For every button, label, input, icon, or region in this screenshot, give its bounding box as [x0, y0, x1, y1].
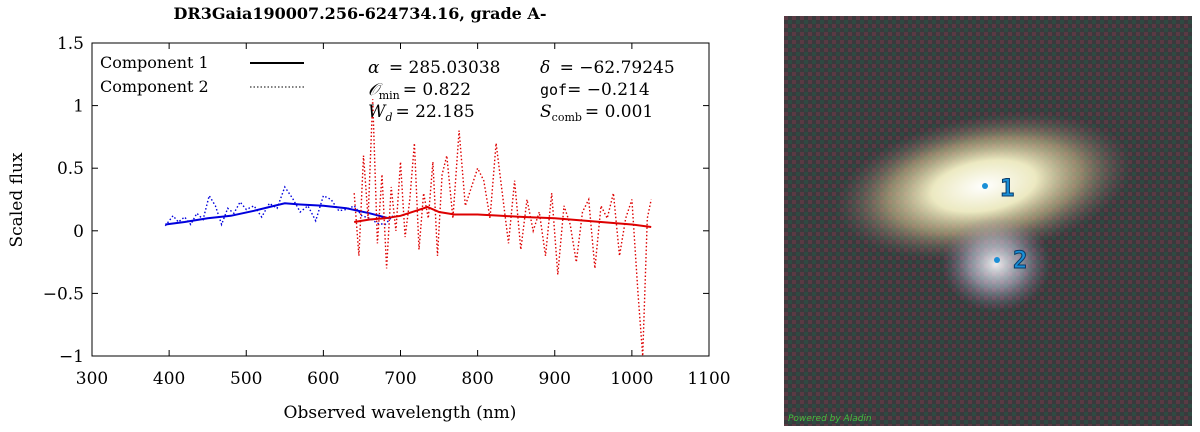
annotation-wd: Wd = 22.185 [368, 102, 475, 124]
x-axis-label: Observed wavelength (nm) [284, 403, 517, 423]
fit-annotations: α = 285.03038 δ = −62.79245 𝒪min = 0.822 … [368, 58, 675, 124]
annotation-scomb: Scomb = 0.001 [540, 102, 653, 124]
y-tick-label: −1 [59, 347, 84, 367]
sky-cutout-image: 1 2 Powered by Aladin [784, 16, 1192, 426]
series-line-2 [354, 205, 652, 228]
x-tick-label: 800 [461, 369, 493, 389]
x-tick-label: 1100 [687, 369, 730, 389]
series-line-3 [353, 99, 652, 357]
y-tick-label: −0.5 [43, 284, 84, 304]
series-layer [164, 99, 652, 357]
annotation-omin: 𝒪min = 0.822 [368, 80, 471, 102]
chart-title: DR3Gaia190007.256-624734.16, grade A- [174, 4, 547, 23]
y-tick-label: 0 [73, 222, 84, 242]
x-tick-label: 600 [307, 369, 339, 389]
spectrum-chart: DR3Gaia190007.256-624734.16, grade A- 30… [7, 4, 731, 423]
x-tick-label: 700 [384, 369, 416, 389]
y-tick-label: 0.5 [57, 159, 84, 179]
source-2-glow [941, 216, 1051, 312]
y-tick-label: 1.5 [57, 34, 84, 54]
legend-label-component-2: Component 2 [100, 77, 209, 96]
x-tick-label: 400 [153, 369, 185, 389]
y-axis-label: Scaled flux [7, 152, 27, 247]
marker-2-label: 2 [1013, 246, 1027, 274]
x-tick-label: 300 [76, 369, 108, 389]
series-line-1 [164, 185, 394, 227]
annotation-gof: gof= −0.214 [540, 80, 650, 100]
y-tick-label: 1 [73, 97, 84, 117]
x-tick-label: 900 [539, 369, 571, 389]
axis-ticks: 300 400 500 600 700 800 900 1000 1100 −1 −0.5 0 0.5 1… [43, 34, 731, 389]
series-line-0 [165, 202, 390, 226]
annotation-alpha: α = 285.03038 [368, 58, 500, 78]
legend: Component 1 Component 2 [100, 53, 304, 96]
marker-2-dot [994, 257, 1000, 263]
legend-label-component-1: Component 1 [100, 53, 209, 72]
x-tick-label: 1000 [610, 369, 653, 389]
x-tick-label: 500 [230, 369, 262, 389]
annotation-delta: δ = −62.79245 [540, 58, 675, 78]
marker-1-dot [982, 183, 988, 189]
aladin-credit: Powered by Aladin [788, 414, 872, 424]
marker-1-label: 1 [1000, 174, 1014, 202]
